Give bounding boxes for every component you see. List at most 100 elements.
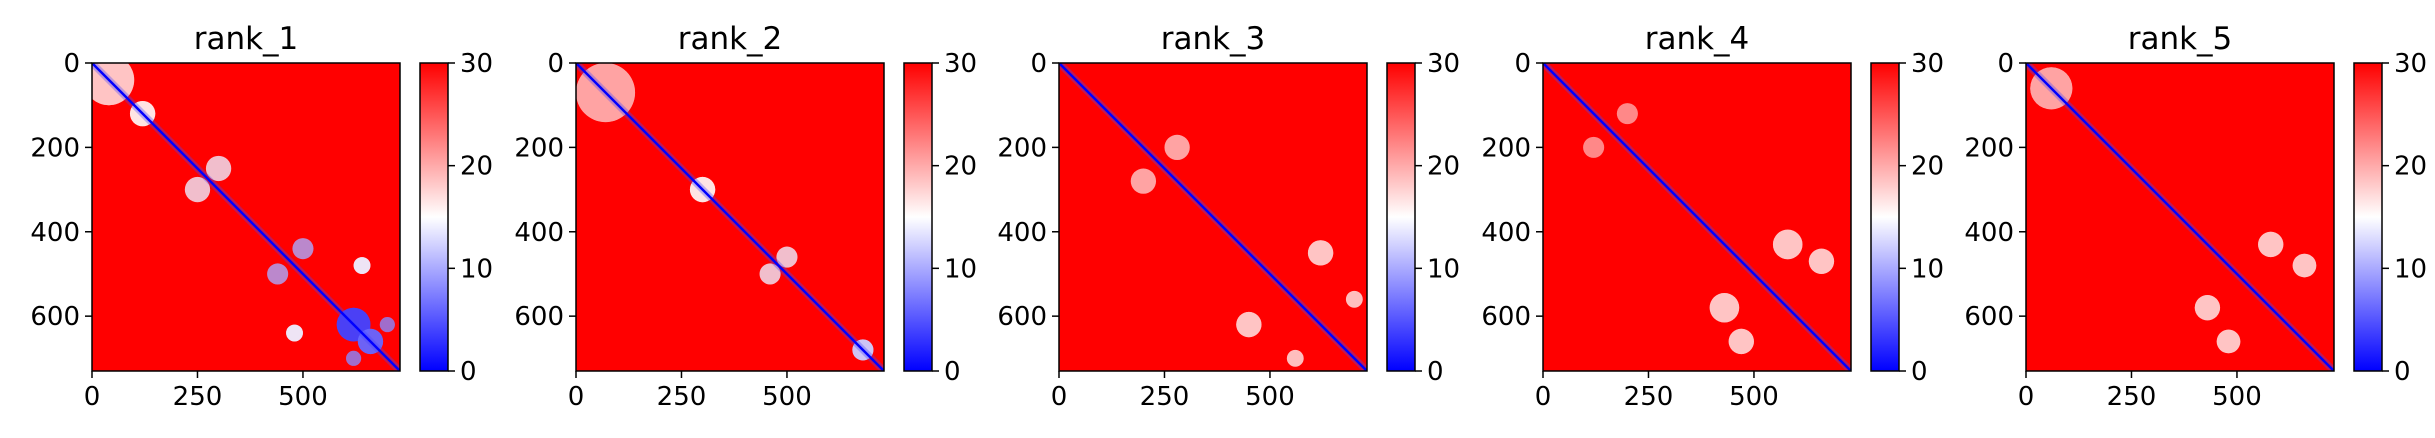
colorbar-tick-label: 10 bbox=[944, 254, 977, 284]
x-tick-label: 500 bbox=[1729, 382, 1779, 412]
heatmap-blob-mirror bbox=[1583, 136, 1605, 158]
heatmap-blob-mirror bbox=[1345, 290, 1363, 308]
axes-frame bbox=[1542, 62, 1852, 372]
heatmap-panel-5: rank_5 0 250 500 0 200 400 600 0 10 20 30 bbox=[1964, 21, 2427, 412]
colorbar-tick-label: 30 bbox=[2394, 49, 2427, 79]
x-tick-label: 250 bbox=[173, 382, 223, 412]
diagonal-line bbox=[576, 63, 884, 371]
x-tick-label: 0 bbox=[2018, 382, 2035, 412]
heatmap-blob bbox=[2258, 231, 2284, 258]
x-tick-label: 250 bbox=[657, 382, 707, 412]
x-tick-label: 0 bbox=[1051, 382, 1068, 412]
y-tick-label: 400 bbox=[1964, 218, 2014, 248]
heatmap-blob bbox=[184, 176, 211, 203]
x-tick-label: 0 bbox=[568, 382, 585, 412]
y-tick-label: 200 bbox=[1964, 133, 2014, 163]
heatmap-blob-mirror bbox=[1709, 292, 1740, 323]
y-tick-label: 600 bbox=[997, 302, 1047, 332]
heatmap-blob bbox=[1130, 168, 1157, 194]
heatmap-panel-4: rank_4 0 250 500 0 200 400 600 0 10 20 30 bbox=[1481, 21, 1944, 412]
colorbar bbox=[1386, 62, 1416, 372]
y-tick-label: 0 bbox=[1997, 49, 2014, 79]
colorbar-tick-label: 20 bbox=[1427, 152, 1460, 182]
y-tick-label: 200 bbox=[514, 133, 564, 163]
colorbar-tick-label: 10 bbox=[2394, 254, 2427, 284]
heatmap-blob bbox=[1616, 103, 1638, 125]
colorbar-tick-label: 0 bbox=[944, 357, 961, 387]
y-tick-label: 600 bbox=[514, 302, 564, 332]
colorbar bbox=[1870, 62, 1900, 372]
y-tick-label: 400 bbox=[30, 218, 80, 248]
colorbar-tick-label: 0 bbox=[1427, 357, 1444, 387]
colorbar-tick-label: 30 bbox=[1427, 49, 1460, 79]
x-tick-label: 500 bbox=[762, 382, 812, 412]
x-tick-label: 250 bbox=[2107, 382, 2157, 412]
heatmap-panel-1: rank_1 0 250 500 0 200 400 600 0 10 20 30 bbox=[30, 21, 493, 412]
x-tick-label: 500 bbox=[2212, 382, 2262, 412]
x-tick-label: 500 bbox=[1245, 382, 1295, 412]
heatmap-blob bbox=[1286, 349, 1304, 367]
y-tick-label: 200 bbox=[30, 133, 80, 163]
heatmap-blob bbox=[379, 316, 395, 333]
x-tick-label: 250 bbox=[1140, 382, 1190, 412]
colorbar-tick-label: 10 bbox=[1427, 254, 1460, 284]
heatmap-blob-mirror bbox=[1728, 328, 1754, 355]
heatmap-blob-mirror bbox=[1164, 134, 1190, 161]
colorbar-tick-label: 0 bbox=[1911, 357, 1928, 387]
y-tick-label: 600 bbox=[30, 302, 80, 332]
heatmap-panel-3: rank_3 0 250 500 0 200 400 600 0 10 20 30 bbox=[997, 21, 1460, 412]
y-tick-label: 400 bbox=[514, 218, 564, 248]
axes-frame bbox=[575, 62, 885, 372]
heatmap-blob-mirror bbox=[2216, 329, 2241, 354]
diagonal-line bbox=[92, 63, 400, 371]
x-tick-label: 0 bbox=[1535, 382, 1552, 412]
heatmap-blob-mirror bbox=[286, 324, 303, 342]
panel-title: rank_3 bbox=[1161, 21, 1266, 57]
colorbar-tick-label: 20 bbox=[460, 152, 493, 182]
heatmap-blob bbox=[267, 263, 289, 285]
axes-frame bbox=[1058, 62, 1368, 372]
colorbar-tick-label: 0 bbox=[2394, 357, 2411, 387]
heatmap-blob bbox=[2292, 253, 2317, 278]
y-tick-label: 0 bbox=[63, 49, 80, 79]
heatmap-blob bbox=[759, 263, 781, 285]
x-tick-label: 0 bbox=[84, 382, 101, 412]
colorbar-tick-label: 20 bbox=[944, 152, 977, 182]
heatmap-blob-mirror bbox=[776, 246, 798, 268]
panel-title: rank_2 bbox=[678, 21, 783, 57]
y-tick-label: 0 bbox=[1030, 49, 1047, 79]
colorbar bbox=[419, 62, 449, 372]
axes-frame bbox=[2025, 62, 2335, 372]
heatmap-blob-mirror bbox=[205, 155, 232, 182]
x-tick-label: 500 bbox=[278, 382, 328, 412]
heatmap-blob bbox=[1307, 240, 1334, 266]
y-tick-label: 600 bbox=[1964, 302, 2014, 332]
colorbar bbox=[903, 62, 933, 372]
heatmap-blob bbox=[1772, 229, 1803, 260]
heatmap-panel-2: rank_2 0 250 500 0 200 400 600 0 10 20 30 bbox=[514, 21, 977, 412]
heatmap-blob-mirror bbox=[2194, 295, 2221, 321]
axes-frame bbox=[91, 62, 401, 372]
y-tick-label: 200 bbox=[997, 133, 1047, 163]
diagonal-line bbox=[2026, 63, 2334, 371]
panel-title: rank_4 bbox=[1645, 21, 1750, 57]
y-tick-label: 0 bbox=[1514, 49, 1531, 79]
heatmap-blob bbox=[1808, 248, 1835, 274]
colorbar-tick-label: 30 bbox=[944, 49, 977, 79]
heatmap-blob-mirror bbox=[1236, 311, 1262, 338]
heatmap-blob bbox=[353, 257, 371, 274]
colorbar-tick-label: 20 bbox=[2394, 152, 2427, 182]
y-tick-label: 600 bbox=[1481, 302, 1531, 332]
colorbar-tick-label: 0 bbox=[460, 357, 477, 387]
heatmap-blob-mirror bbox=[292, 238, 314, 260]
y-tick-label: 400 bbox=[1481, 218, 1531, 248]
colorbar-tick-label: 20 bbox=[1911, 152, 1944, 182]
colorbar-tick-label: 10 bbox=[1911, 254, 1944, 284]
diagonal-line bbox=[1059, 63, 1367, 371]
heatmap-blob-mirror bbox=[345, 350, 362, 366]
y-tick-label: 0 bbox=[547, 49, 564, 79]
diagonal-line bbox=[1543, 63, 1851, 371]
colorbar bbox=[2353, 62, 2383, 372]
colorbar-tick-label: 10 bbox=[460, 254, 493, 284]
